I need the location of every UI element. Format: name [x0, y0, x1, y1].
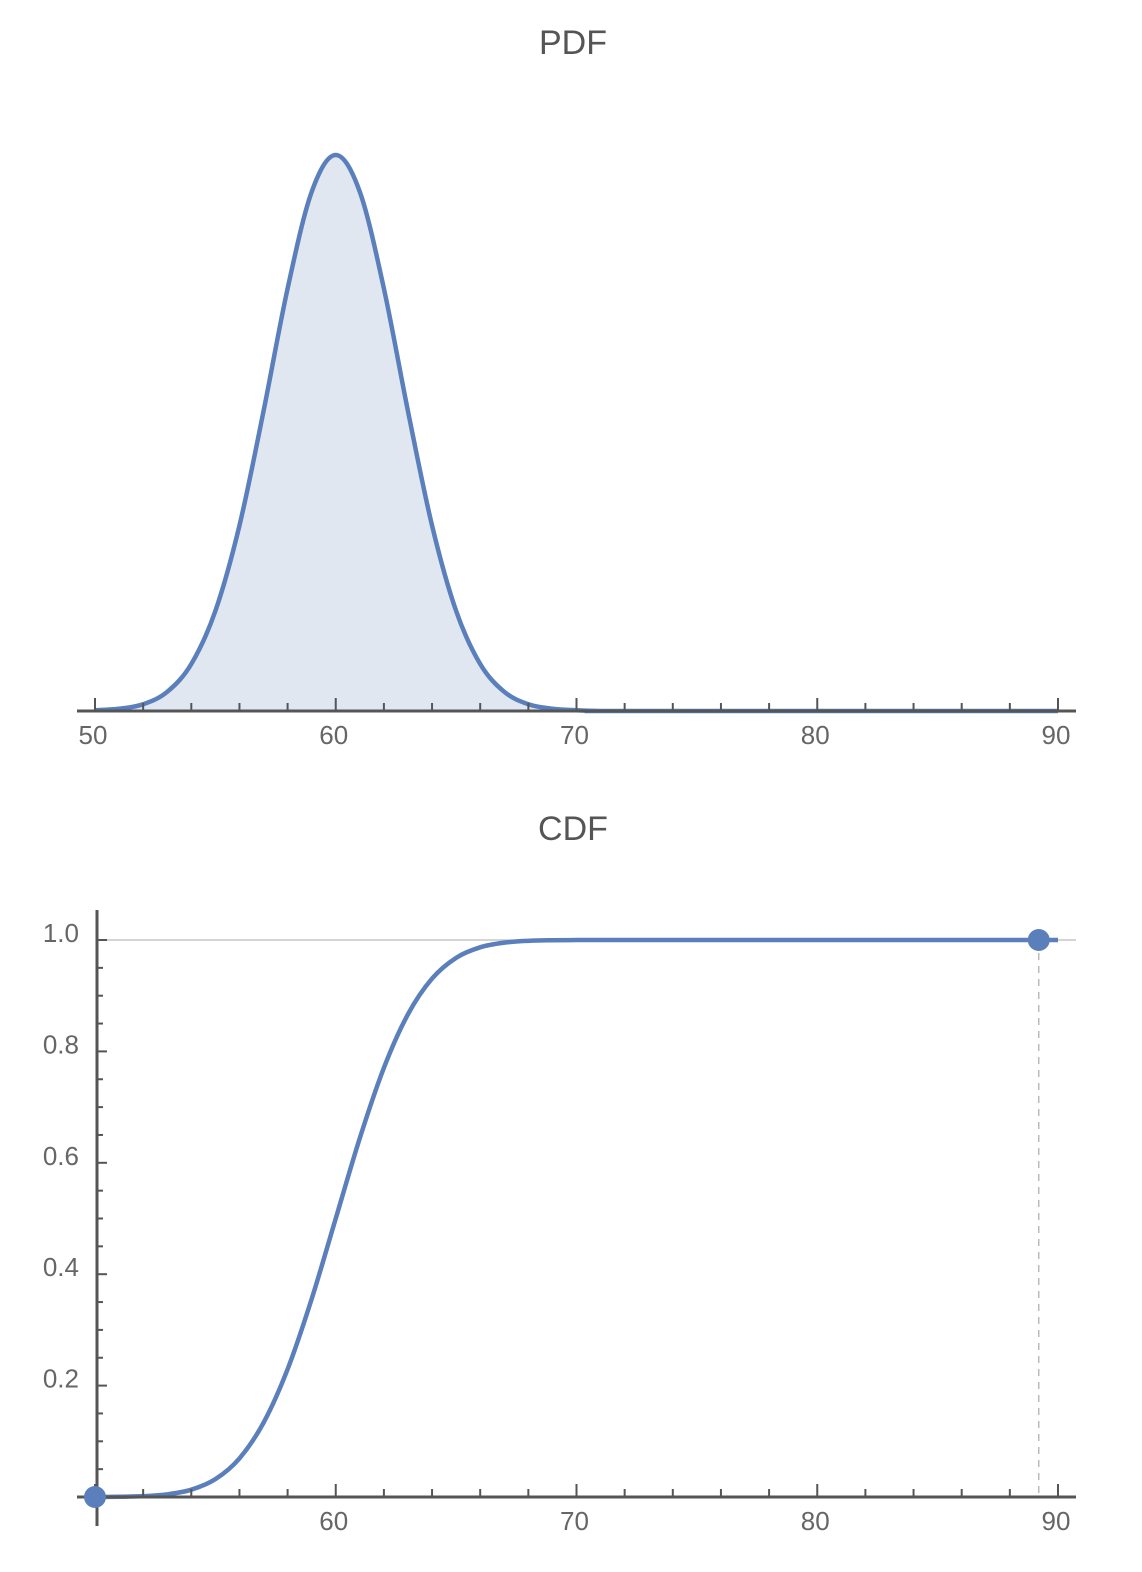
- x-tick-label: 60: [319, 1506, 348, 1536]
- y-tick-label: 1.0: [43, 918, 79, 948]
- y-tick-label: 0.2: [43, 1364, 79, 1394]
- cdf-chart: CDF 60 70 80 90 0.2 0.4 0.6 0.8 1.0: [43, 810, 1076, 1536]
- x-tick-label: 80: [801, 720, 830, 750]
- y-tick-label: 0.8: [43, 1029, 79, 1059]
- chart-title: PDF: [539, 24, 607, 62]
- pdf-chart: PDF 50 60 70 80 90: [77, 24, 1076, 750]
- chart-title: CDF: [538, 810, 608, 848]
- pdf-area-fill: [95, 155, 1058, 712]
- cdf-curve: [94, 937, 1058, 1500]
- x-tick-label: 80: [801, 1506, 830, 1536]
- y-tick-label: 0.6: [43, 1141, 79, 1171]
- x-tick-label: 70: [560, 1506, 589, 1536]
- cdf-endpoint-marker: [1027, 929, 1050, 951]
- x-tick-label: 60: [319, 720, 348, 750]
- x-tick-label: 70: [560, 720, 589, 750]
- x-tick-label: 90: [1042, 720, 1071, 750]
- cdf-endpoint-marker: [84, 1486, 106, 1508]
- x-tick-label: 90: [1042, 1506, 1071, 1536]
- y-tick-label: 0.4: [43, 1252, 79, 1282]
- x-tick-label: 50: [79, 720, 108, 750]
